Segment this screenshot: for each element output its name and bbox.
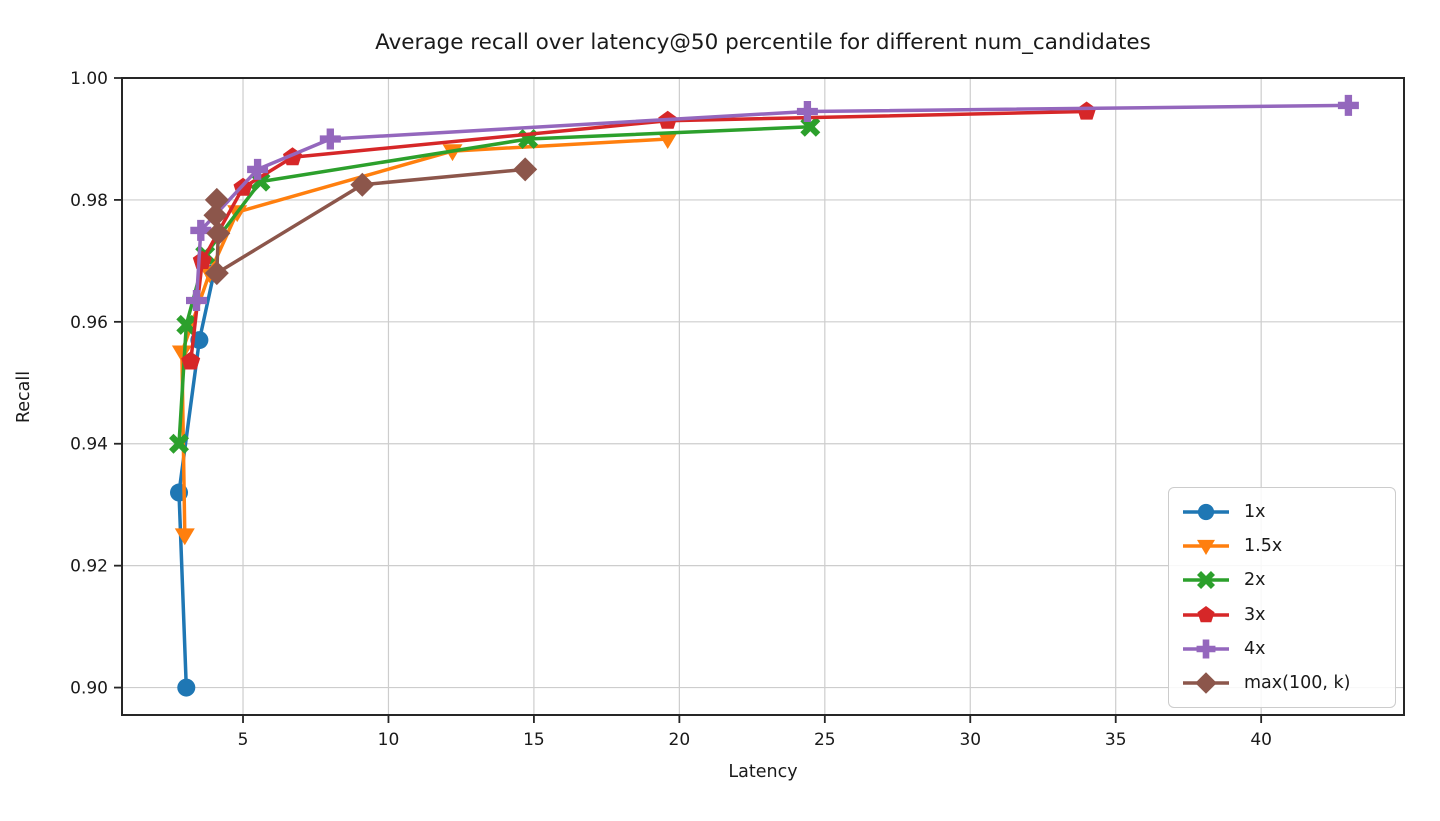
series-4x-marker-4 — [796, 101, 818, 122]
series-max-100-k-marker-4 — [350, 172, 375, 197]
tick-label-x-5: 5 — [238, 730, 249, 750]
x-axis-label: Latency — [728, 762, 798, 782]
tick-label-y-1.00: 1.00 — [70, 69, 108, 89]
tick-label-y-0.92: 0.92 — [70, 557, 108, 577]
series-1.5x-marker-1 — [171, 345, 192, 363]
series-max-100-k-marker-0 — [204, 187, 229, 212]
series-2x-marker-0 — [169, 433, 189, 454]
legend-marker-max-100-k — [1195, 672, 1217, 694]
legend-label-1x: 1x — [1244, 502, 1266, 523]
series-max-100-k-marker-5 — [513, 157, 538, 182]
tick-label-x-20: 20 — [669, 730, 691, 750]
series-4x-marker-2 — [247, 158, 269, 180]
legend-label-3x: 3x — [1244, 604, 1266, 625]
series-4x-marker-0 — [186, 290, 207, 311]
series-4x-marker-3 — [319, 128, 341, 150]
series-1x-marker-0 — [177, 678, 196, 697]
tick-label-x-30: 30 — [959, 730, 981, 750]
legend-sample-max-100-k — [1183, 672, 1229, 694]
series-max-100-k-marker-2 — [206, 221, 231, 246]
series-max-100-k — [203, 157, 538, 286]
tick-label-x-15: 15 — [523, 730, 545, 750]
legend-sample-1x — [1183, 503, 1229, 521]
series-4x-marker-5 — [1337, 94, 1359, 116]
legend-sample-4x — [1183, 639, 1229, 659]
plot-border — [121, 77, 1405, 716]
legend-marker-1x — [1197, 503, 1215, 521]
legend-label-2x: 2x — [1244, 570, 1266, 591]
tick-label-x-25: 25 — [814, 730, 836, 750]
legend-label-1.5x: 1.5x — [1244, 536, 1283, 557]
tick-label-y-0.98: 0.98 — [70, 191, 108, 211]
series-3x-marker-0 — [181, 351, 201, 370]
tick-label-y-0.96: 0.96 — [70, 313, 108, 333]
tick-label-y-0.90: 0.90 — [70, 679, 108, 699]
series-1.5x-marker-5 — [657, 132, 678, 149]
legend-item-max-100-k: max(100, k) — [1181, 666, 1383, 699]
series-1.5x-marker-0 — [174, 528, 195, 546]
legend-item-2x: 2x — [1181, 564, 1383, 597]
series-max-100-k-marker-3 — [204, 261, 229, 286]
series-line-1.5x — [180, 137, 670, 537]
tick-label-x-10: 10 — [378, 730, 400, 750]
series-line-1x — [177, 271, 216, 690]
legend: 1x 1.5x 2x 3x 4x max(100, k) — [1168, 487, 1396, 708]
legend-item-3x: 3x — [1181, 598, 1383, 631]
series-4x-marker-1 — [190, 219, 212, 241]
legend-item-4x: 4x — [1181, 632, 1383, 665]
legend-sample-1.5x — [1183, 540, 1229, 556]
series-max-100-k-marker-1 — [203, 203, 228, 228]
series-3x-marker-5 — [1077, 101, 1097, 120]
legend-marker-4x — [1196, 639, 1216, 659]
legend-item-1.5x: 1.5x — [1181, 530, 1383, 563]
series-2x-marker-1 — [176, 314, 197, 335]
tick-label-x-40: 40 — [1250, 730, 1272, 750]
tick-label-x-35: 35 — [1105, 730, 1127, 750]
legend-sample-2x — [1183, 571, 1229, 590]
legend-label-max-100-k: max(100, k) — [1244, 672, 1351, 693]
legend-item-1x: 1x — [1181, 496, 1383, 529]
legend-label-4x: 4x — [1244, 638, 1266, 659]
chart-title: Average recall over latency@50 percentil… — [375, 30, 1151, 55]
tick-label-y-0.94: 0.94 — [70, 435, 108, 455]
series-line-2x — [177, 125, 813, 446]
legend-marker-3x — [1197, 605, 1215, 622]
series-line-3x — [188, 109, 1089, 364]
legend-marker-2x — [1197, 571, 1215, 590]
y-axis-label: Recall — [14, 370, 34, 424]
legend-marker-1.5x — [1197, 540, 1215, 556]
legend-sample-3x — [1183, 605, 1229, 622]
series-4x — [186, 94, 1359, 311]
series-line-4x — [194, 103, 1351, 303]
